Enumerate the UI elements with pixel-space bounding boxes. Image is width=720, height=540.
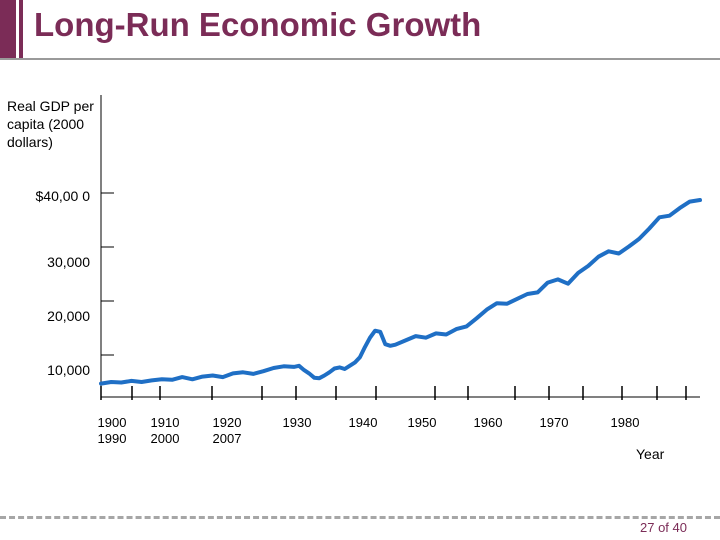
y-axis-label: Real GDP per capita (2000 dollars) bbox=[7, 97, 112, 151]
y-tick-label: 20,000 bbox=[47, 308, 90, 324]
title-accent-bar bbox=[0, 0, 16, 58]
x-tick-label-top: 1900 bbox=[97, 415, 127, 430]
x-tick-label: 1900 1990 bbox=[87, 415, 137, 447]
x-tick-label-bottom: 2007 bbox=[212, 431, 242, 446]
chart-series bbox=[99, 198, 702, 386]
y-tick-label: 30,000 bbox=[47, 254, 90, 270]
x-tick-label: 1960 bbox=[463, 415, 513, 431]
x-tick-label-top: 1950 bbox=[407, 415, 437, 430]
x-tick-label: 1970 bbox=[529, 415, 579, 431]
x-tick-label-top: 1940 bbox=[348, 415, 378, 430]
x-tick-label-top: 1970 bbox=[539, 415, 569, 430]
y-axis-label-text: Real GDP per capita (2000 dollars) bbox=[7, 98, 94, 150]
x-tick-label-top: 1930 bbox=[282, 415, 312, 430]
title-divider bbox=[0, 58, 720, 60]
x-tick-label: 1930 bbox=[272, 415, 322, 431]
y-tick-label: $40,00 0 bbox=[35, 188, 91, 204]
footer-divider bbox=[0, 516, 720, 519]
x-tick-label-bottom: 2000 bbox=[150, 431, 180, 446]
x-tick-label: 1920 2007 bbox=[202, 415, 252, 447]
x-tick-label-top: 1960 bbox=[473, 415, 503, 430]
x-tick-label-top: 1980 bbox=[610, 415, 640, 430]
x-tick-label-top: 1920 bbox=[212, 415, 242, 430]
x-tick-label: 1980 bbox=[600, 415, 650, 431]
x-tick-label: 1950 bbox=[397, 415, 447, 431]
title-accent-bar-thin bbox=[19, 0, 23, 58]
chart-axes bbox=[100, 95, 700, 400]
x-tick-label-top: 1910 bbox=[150, 415, 180, 430]
x-tick-label: 1940 bbox=[338, 415, 388, 431]
x-axis-label: Year bbox=[636, 446, 665, 462]
slide-title: Long-Run Economic Growth bbox=[34, 6, 482, 43]
page-number: 27 of 40 bbox=[640, 520, 687, 535]
gdp-series-line bbox=[99, 198, 702, 386]
y-tick-label: 10,000 bbox=[47, 362, 90, 378]
x-tick-label: 1910 2000 bbox=[140, 415, 190, 447]
x-tick-label-bottom: 1990 bbox=[97, 431, 127, 446]
